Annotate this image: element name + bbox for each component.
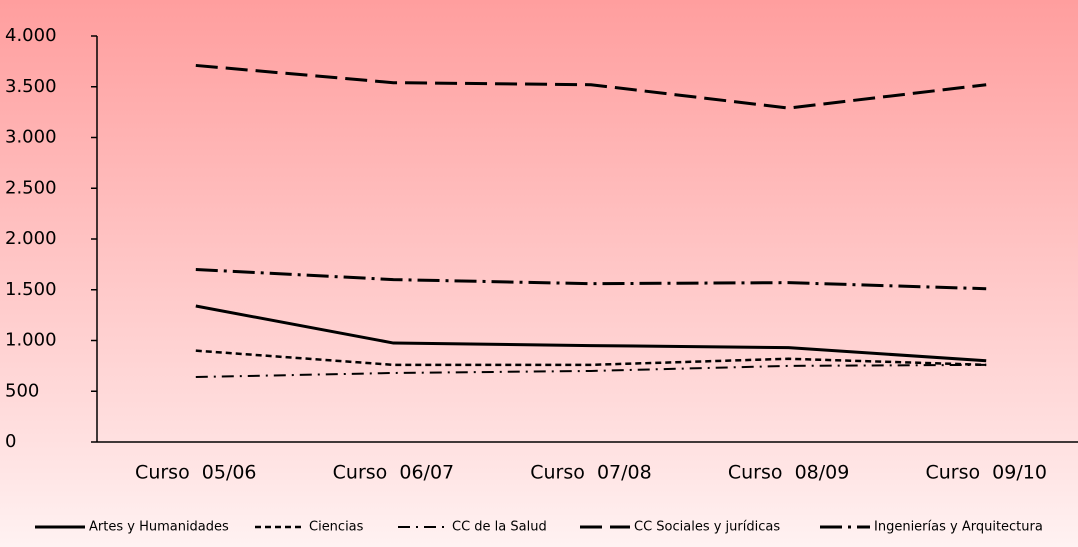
- y-tick-label: 0: [5, 431, 16, 452]
- x-tick-label: Curso 08/09: [728, 462, 849, 484]
- y-tick-label: 2.500: [5, 177, 57, 198]
- x-tick-label: Curso 09/10: [925, 462, 1046, 484]
- x-tick-label: Curso 06/07: [333, 462, 454, 484]
- y-tick-label: 3.000: [5, 127, 57, 148]
- y-tick-label: 1.000: [5, 330, 57, 351]
- series-line: [195, 349, 987, 367]
- legend-label: Artes y Humanidades: [89, 520, 229, 535]
- y-tick-label: 2.000: [5, 228, 57, 249]
- x-tick-label: Curso 07/08: [530, 462, 651, 484]
- series-line: [195, 304, 987, 363]
- legend-label: Ciencias: [309, 520, 364, 535]
- legend-label: CC Sociales y jurídicas: [634, 520, 780, 535]
- series-line: [195, 63, 987, 110]
- y-tick-label: 500: [5, 380, 39, 401]
- series-line: [195, 363, 987, 379]
- y-tick-label: 1.500: [5, 279, 57, 300]
- legend-label: CC de la Salud: [452, 520, 547, 535]
- y-tick-label: 3.500: [5, 76, 57, 97]
- series-line: [195, 267, 987, 291]
- x-tick-label: Curso 05/06: [135, 462, 256, 484]
- y-tick-label: 4.000: [5, 25, 57, 46]
- legend-label: Ingenierías y Arquitectura: [874, 520, 1043, 535]
